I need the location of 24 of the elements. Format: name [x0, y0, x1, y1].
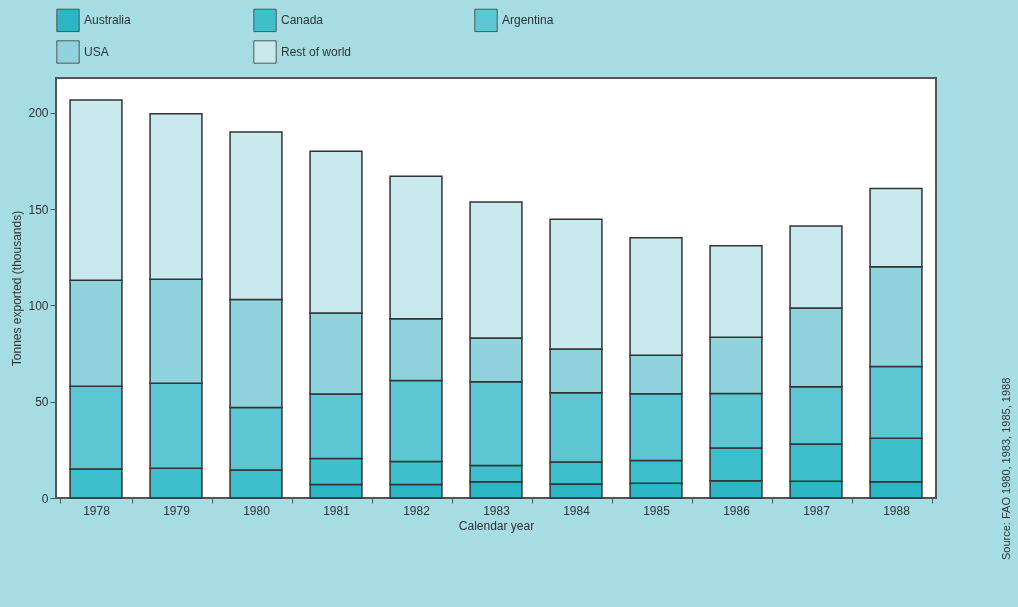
x-tick-label: 1980 [243, 503, 271, 518]
x-tick-label: 1985 [643, 503, 671, 518]
y-tick-label: 150 [28, 202, 49, 217]
legend-label: Australia [84, 13, 132, 28]
x-tick-label: 1988 [883, 503, 911, 518]
x-tick-label: 1986 [723, 503, 751, 518]
legend-label: USA [84, 45, 109, 59]
x-axis-title: Calendar year [458, 518, 535, 533]
x-tick-label: 1984 [563, 503, 591, 518]
y-tick-label: 200 [28, 106, 49, 121]
x-tick-label: 1978 [83, 503, 111, 518]
y-axis-title: Tonnes exported (thousands) [10, 210, 25, 367]
x-tick-label: 1981 [323, 503, 351, 518]
y-tick-label: 100 [28, 298, 49, 313]
source-note: Source: FAO 1980, 1983, 1985, 1988 [1000, 377, 1012, 560]
legend-label: Canada [281, 13, 324, 28]
legend-label: Rest of world [281, 45, 352, 59]
x-tick-label: 1982 [403, 503, 431, 518]
x-tick-label: 1983 [483, 503, 511, 518]
x-tick-label: 1987 [803, 503, 831, 518]
y-tick-label: 50 [35, 395, 49, 410]
legend-label: Argentina [502, 13, 554, 28]
y-tick-label: 0 [41, 491, 49, 506]
x-tick-label: 1979 [163, 503, 191, 518]
